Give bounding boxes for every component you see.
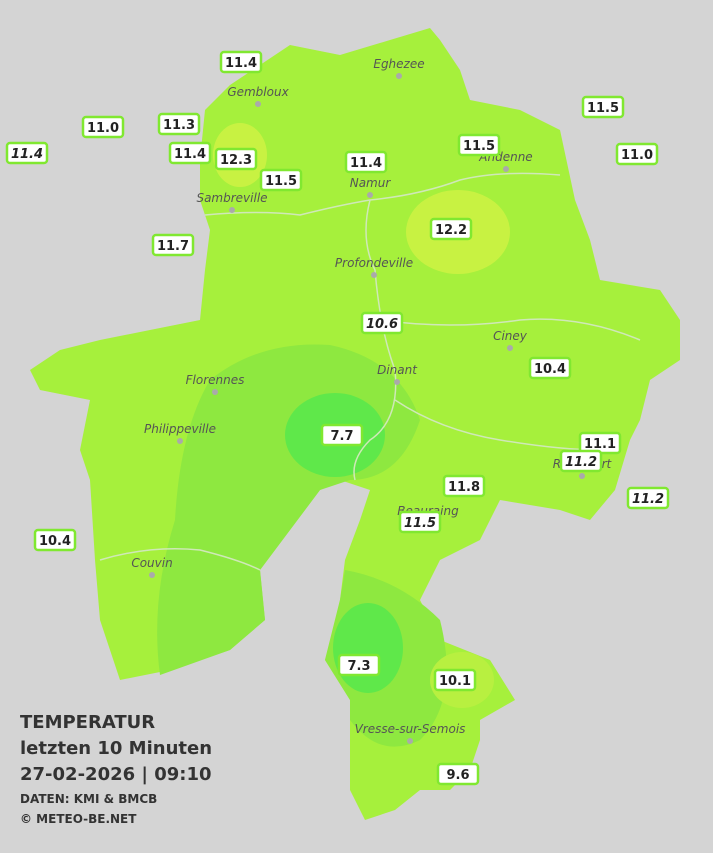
city-dot	[212, 389, 218, 395]
city-name: Ciney	[493, 329, 528, 343]
city-dot	[177, 438, 183, 444]
reading: 9.6	[446, 768, 469, 783]
city-dot	[394, 379, 400, 385]
city-dot	[507, 345, 513, 351]
reading: 10.4	[39, 534, 71, 549]
reading: 11.5	[463, 139, 495, 154]
reading: 11.1	[584, 437, 616, 452]
city-dot	[367, 192, 373, 198]
reading-box	[615, 142, 659, 166]
city-dot	[149, 572, 155, 578]
legend-title: TEMPERATUR	[20, 712, 155, 733]
city-name: Vresse-sur-Semois	[355, 722, 466, 736]
reading: 11.4	[225, 56, 257, 71]
reading: 11.7	[157, 239, 189, 254]
reading-box	[320, 423, 364, 447]
reading-box	[151, 233, 195, 257]
city-dot	[229, 207, 235, 213]
legend-copyright: © METEO-BE.NET	[20, 812, 137, 826]
reading: 10.1	[439, 674, 471, 689]
city-dot	[371, 272, 377, 278]
city-dot	[503, 166, 509, 172]
reading: 11.2	[565, 455, 597, 470]
reading-box	[398, 510, 442, 534]
reading-box	[259, 168, 303, 192]
reading: 7.3	[347, 659, 370, 674]
city-name: Gembloux	[227, 85, 289, 99]
city-dot	[407, 738, 413, 744]
reading: 11.8	[448, 480, 480, 495]
reading: 11.4	[350, 156, 382, 171]
city-dot	[579, 473, 585, 479]
reading-box	[360, 311, 404, 335]
reading-box	[337, 653, 381, 677]
city-name: Florennes	[186, 373, 245, 387]
reading: 11.0	[621, 148, 653, 163]
reading: 7.7	[330, 429, 353, 444]
city-name: Sambreville	[196, 191, 267, 205]
reading: 11.4	[174, 147, 206, 162]
reading: 11.4	[11, 147, 43, 162]
reading: 11.2	[632, 492, 664, 507]
city-dot	[396, 73, 402, 79]
reading-box	[33, 528, 77, 552]
city-name: Dinant	[377, 363, 418, 377]
legend-period: letzten 10 Minuten	[20, 738, 212, 759]
reading: 11.5	[265, 174, 297, 189]
reading: 10.4	[534, 362, 566, 377]
reading-box	[559, 449, 603, 473]
reading-box	[457, 133, 501, 157]
reading-box	[81, 115, 125, 139]
reading-box	[219, 50, 263, 74]
reading-box	[581, 95, 625, 119]
reading: 11.3	[163, 118, 195, 133]
reading-box	[436, 762, 480, 786]
reading-box	[429, 217, 473, 241]
city-name: Eghezee	[373, 57, 424, 71]
reading-box	[433, 668, 477, 692]
legend-source: DATEN: KMI & BMCB	[20, 792, 157, 806]
city-name: Profondeville	[335, 256, 413, 270]
reading: 10.6	[366, 317, 398, 332]
reading: 12.3	[220, 153, 252, 168]
reading: 12.2	[435, 223, 467, 238]
reading-box	[168, 141, 212, 165]
reading-box	[214, 147, 258, 171]
reading-box	[442, 474, 486, 498]
reading: 11.0	[87, 121, 119, 136]
legend-datetime: 27-02-2026 | 09:10	[20, 764, 212, 785]
reading: 11.5	[404, 516, 436, 531]
city-name: Philippeville	[144, 422, 216, 436]
city-dot	[255, 101, 261, 107]
reading-box	[5, 141, 49, 165]
reading-box	[157, 112, 201, 136]
city-name: Couvin	[131, 556, 172, 570]
river	[99, 172, 641, 571]
reading-box	[344, 150, 388, 174]
cold-core	[333, 603, 403, 693]
reading-box	[528, 356, 572, 380]
city-name: Namur	[350, 176, 392, 190]
reading-box	[626, 486, 670, 510]
reading: 11.5	[587, 101, 619, 116]
